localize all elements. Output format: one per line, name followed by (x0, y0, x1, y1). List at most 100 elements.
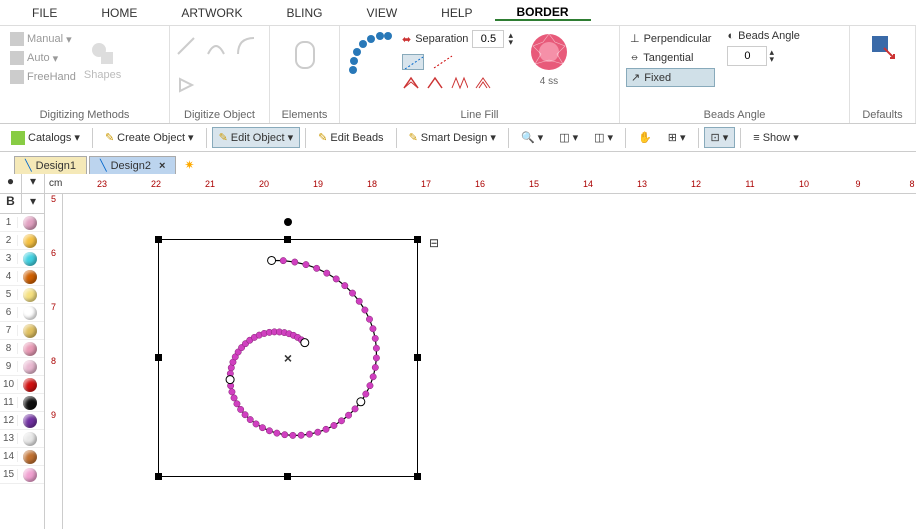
handle-ml[interactable] (155, 354, 162, 361)
shape-tool-icon[interactable] (176, 75, 196, 95)
stitch-3[interactable] (450, 76, 468, 90)
menu-border[interactable]: BORDER (495, 5, 591, 21)
catalogs-button[interactable]: Catalogs ▾ (4, 127, 87, 149)
panel-btn-d[interactable]: ▾ (22, 194, 44, 213)
tool-c[interactable]: ⊞▾ (661, 127, 693, 148)
handle-mr[interactable] (414, 354, 421, 361)
color-swatch[interactable]: 1 (0, 214, 44, 232)
rotate-handle[interactable] (284, 218, 292, 226)
canvas-area: cm 232221201918171615141312111098765432 … (45, 174, 916, 529)
fill-style-1[interactable] (402, 54, 424, 70)
angle-input[interactable] (727, 46, 767, 66)
shapes-button[interactable]: Shapes (84, 69, 121, 81)
angle-spinner[interactable]: ▴▾ (769, 49, 774, 63)
tool-d[interactable]: ⊡▾ (704, 127, 736, 148)
handle-mb[interactable] (284, 473, 291, 480)
panel-btn-b[interactable]: ▾ (22, 174, 44, 193)
canvas[interactable]: × ⊟ (63, 194, 916, 529)
linefill-label: Line Fill (340, 107, 619, 123)
manual-button[interactable]: Manual ▾ (6, 30, 80, 48)
menu-home[interactable]: HOME (79, 6, 159, 20)
zoom-button[interactable]: 🔍▾ (514, 127, 550, 148)
color-swatch[interactable]: 2 (0, 232, 44, 250)
color-swatch[interactable]: 14 (0, 448, 44, 466)
handle-tr[interactable] (414, 236, 421, 243)
separation-row: ⬌ Separation ▴▾ (402, 30, 513, 48)
arc-tool-icon[interactable] (236, 36, 256, 56)
doc-icon: ╲ (100, 159, 107, 172)
menu-help[interactable]: HELP (419, 6, 494, 20)
hand-icon: ✋ (638, 131, 652, 144)
manual-icon (10, 32, 24, 46)
curve-tool-icon[interactable] (206, 36, 226, 56)
auto-button[interactable]: Auto ▾ (6, 49, 80, 67)
color-swatch[interactable]: 6 (0, 304, 44, 322)
zoom-icon: 🔍 (521, 131, 535, 144)
fill-style-2[interactable] (432, 54, 454, 70)
editbeads-icon: ✎ (318, 131, 327, 144)
lock-icon[interactable]: ⊟ (429, 236, 439, 250)
color-swatch[interactable]: 3 (0, 250, 44, 268)
handle-br[interactable] (414, 473, 421, 480)
tool-b-icon: ◫ (594, 131, 604, 144)
perpendicular-option[interactable]: ⊥Perpendicular (626, 30, 715, 47)
beads-angle-row: ◐Beads Angle (727, 30, 799, 42)
color-swatch[interactable]: 8 (0, 340, 44, 358)
color-panel: ● ▾ B ▾ 123456789101112131415 (0, 174, 45, 529)
shapes-icon (89, 40, 117, 68)
color-swatch[interactable]: 11 (0, 394, 44, 412)
color-swatch[interactable]: 12 (0, 412, 44, 430)
create-icon: ✎ (105, 131, 114, 144)
tangential-option[interactable]: ⦵Tangential (626, 49, 715, 66)
panel-btn-c[interactable]: B (0, 194, 22, 213)
color-swatch[interactable]: 13 (0, 430, 44, 448)
fixed-option[interactable]: ↗Fixed (626, 68, 715, 87)
menu-bar: FILE HOME ARTWORK BLING VIEW HELP BORDER (0, 0, 916, 26)
tab-design1[interactable]: ╲Design1 (14, 156, 87, 174)
freehand-button[interactable]: FreeHand (6, 68, 80, 86)
tool-b[interactable]: ◫▾ (587, 127, 620, 148)
color-swatch[interactable]: 15 (0, 466, 44, 484)
handle-tl[interactable] (155, 236, 162, 243)
gem-icon[interactable] (527, 30, 571, 74)
show-icon: ≡ (753, 132, 759, 144)
menu-file[interactable]: FILE (10, 6, 79, 20)
color-swatch[interactable]: 9 (0, 358, 44, 376)
vertical-ruler: 56789 (45, 194, 63, 529)
menu-view[interactable]: VIEW (344, 6, 419, 20)
show-button[interactable]: ≡Show ▾ (746, 127, 805, 148)
ruler-unit: cm (45, 178, 75, 189)
stitch-2[interactable] (426, 76, 444, 90)
color-swatch[interactable]: 4 (0, 268, 44, 286)
document-tabs: ╲Design1 ╲Design2× ✷ (0, 152, 916, 174)
color-swatch[interactable]: 7 (0, 322, 44, 340)
color-swatch[interactable]: 5 (0, 286, 44, 304)
create-object-button[interactable]: ✎Create Object ▾ (98, 127, 201, 148)
close-tab-icon[interactable]: × (159, 160, 165, 172)
separation-input[interactable] (472, 30, 504, 48)
new-tab-button[interactable]: ✷ (178, 156, 200, 174)
separation-spinner[interactable]: ▴▾ (508, 32, 513, 46)
menu-artwork[interactable]: ARTWORK (159, 6, 264, 20)
menu-bling[interactable]: BLING (264, 6, 344, 20)
handle-mt[interactable] (284, 236, 291, 243)
smart-design-button[interactable]: ✎Smart Design ▾ (402, 127, 503, 148)
selection-box[interactable]: × ⊟ (158, 239, 418, 477)
panel-btn-a[interactable]: ● (0, 174, 22, 193)
fixed-icon: ↗ (631, 71, 640, 84)
catalogs-icon (11, 131, 25, 145)
stitch-4[interactable] (474, 76, 492, 90)
line-tool-icon[interactable] (176, 36, 196, 56)
tool-a[interactable]: ◫▾ (552, 127, 585, 148)
color-swatch[interactable]: 10 (0, 376, 44, 394)
elements-icon[interactable] (292, 40, 318, 70)
pan-button[interactable]: ✋ (631, 127, 659, 148)
tool-a-icon: ◫ (559, 131, 569, 144)
defaults-icon[interactable] (870, 34, 896, 60)
edit-beads-button[interactable]: ✎Edit Beads (311, 127, 390, 148)
edit-object-button[interactable]: ✎Edit Object ▾ (212, 127, 301, 148)
stitch-1[interactable] (402, 76, 420, 90)
handle-bl[interactable] (155, 473, 162, 480)
tab-design2[interactable]: ╲Design2× (89, 156, 176, 174)
center-marker: × (284, 350, 292, 366)
